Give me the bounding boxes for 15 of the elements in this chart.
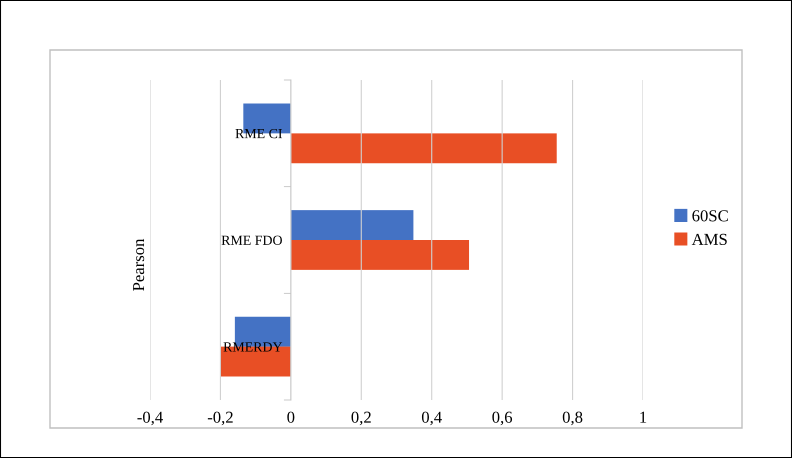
legend-label: AMS	[692, 234, 727, 245]
bar	[290, 240, 470, 270]
x-tick-label: 0,6	[492, 412, 512, 426]
x-tick-label: 1	[640, 412, 646, 423]
y-axis-title: Pearson	[133, 238, 144, 291]
x-tick-label: -0,4	[137, 412, 163, 426]
x-tick-label: 0,4	[422, 412, 442, 426]
bar	[290, 133, 557, 164]
bar	[290, 210, 414, 240]
x-tick-label: 0,2	[352, 412, 371, 426]
x-tick-label: 0,8	[562, 412, 582, 426]
y-tick-label: RME FDO	[222, 236, 282, 245]
x-tick-label: 0	[287, 412, 294, 423]
x-tick-label: -0,2	[208, 412, 233, 426]
legend-label: 60SC	[692, 210, 728, 222]
